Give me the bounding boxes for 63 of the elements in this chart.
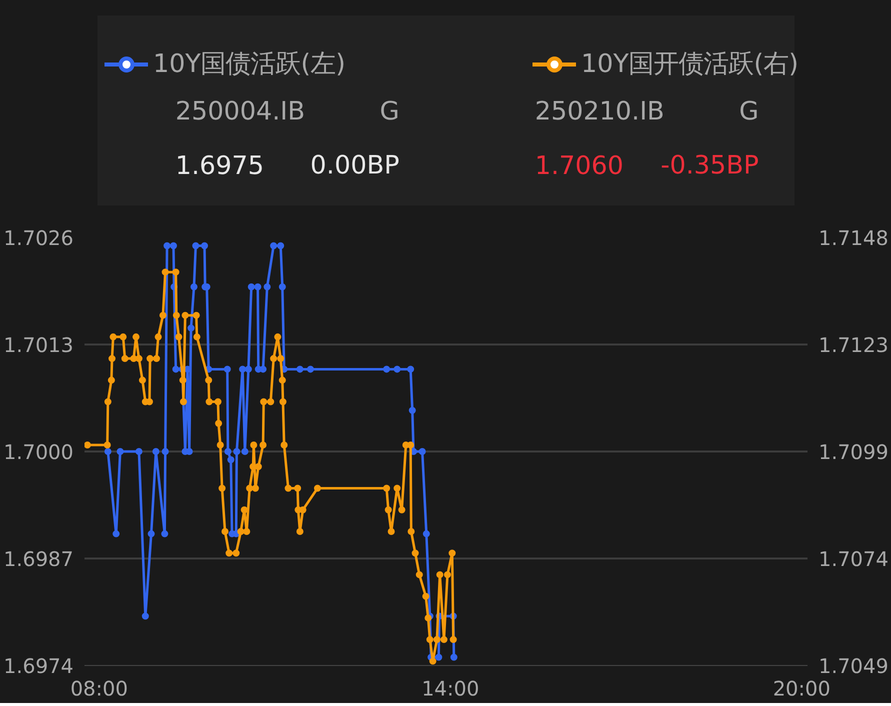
text: -0.35BP: [660, 150, 759, 180]
point: [422, 530, 430, 538]
point: [116, 448, 124, 455]
point: [148, 530, 155, 538]
y2-tick-label: 1.7074: [818, 547, 888, 571]
text: 250210.IB: [534, 96, 664, 126]
text: 1.6975: [175, 150, 264, 180]
point: [152, 448, 160, 455]
point: [248, 283, 255, 290]
point: [241, 448, 248, 455]
point: [227, 456, 234, 464]
text: G: [739, 96, 759, 126]
point: [383, 366, 390, 373]
point: [104, 448, 112, 455]
y-tick-label: 1.7026: [4, 226, 74, 250]
y-tick-label: 1.6974: [4, 654, 74, 678]
point: [172, 366, 180, 373]
point: [135, 448, 142, 455]
point: [239, 366, 246, 373]
point: [296, 366, 304, 373]
text: G: [380, 96, 400, 126]
point: [264, 283, 271, 290]
point: [224, 366, 231, 373]
x-tick-label: 14:00: [422, 676, 480, 700]
point: [112, 530, 120, 538]
point: [224, 448, 232, 455]
point: [254, 283, 262, 290]
y2-tick-label: 1.7123: [818, 333, 888, 357]
x-tick-label: 08:00: [70, 676, 128, 700]
y-tick-label: 1.7013: [4, 333, 74, 357]
legend-label: 10Y国债活跃(左): [153, 47, 346, 80]
y2-tick-label: 1.7099: [818, 440, 888, 464]
point: [190, 283, 198, 290]
y-tick-label: 1.7000: [4, 440, 74, 464]
point: [161, 530, 168, 538]
legend-label: 10Y国开债活跃(右): [581, 47, 798, 80]
y-tick-label: 1.6987: [4, 547, 74, 571]
point: [407, 366, 414, 373]
point: [142, 612, 149, 620]
point: [233, 448, 240, 455]
point: [270, 242, 278, 250]
point: [435, 654, 442, 661]
point: [201, 242, 208, 250]
point: [450, 654, 458, 661]
point: [278, 283, 286, 290]
point: [260, 366, 267, 373]
y2-tick-label: 1.7148: [818, 226, 888, 250]
point: [162, 448, 169, 455]
text: 0.00BP: [310, 150, 400, 180]
point: [244, 366, 252, 373]
text: 1.7060: [534, 150, 624, 180]
x-tick-label: 20:00: [772, 676, 830, 700]
point: [408, 406, 416, 414]
text: 250004.IB: [175, 96, 305, 126]
point: [164, 242, 171, 250]
point: [277, 242, 284, 250]
point: [306, 366, 314, 373]
point: [170, 242, 177, 250]
y2-tick-label: 1.7049: [818, 654, 888, 678]
point: [394, 366, 401, 373]
point: [188, 324, 195, 332]
point: [418, 448, 426, 455]
point: [192, 242, 200, 250]
